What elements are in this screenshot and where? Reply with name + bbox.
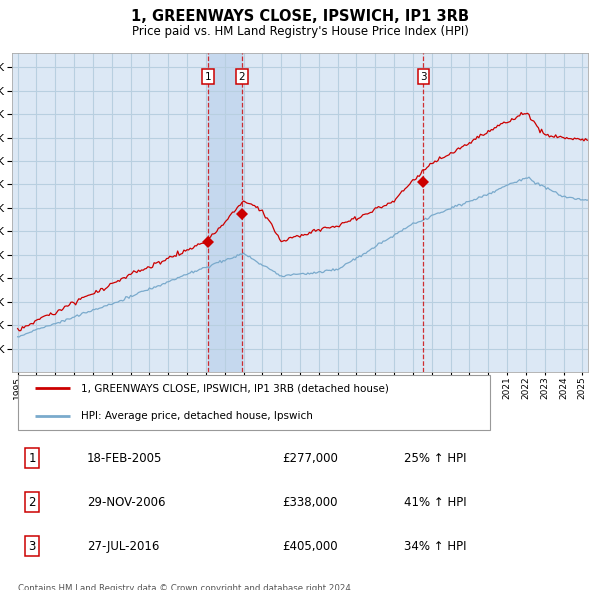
Text: £405,000: £405,000: [283, 539, 338, 552]
Text: 1, GREENWAYS CLOSE, IPSWICH, IP1 3RB: 1, GREENWAYS CLOSE, IPSWICH, IP1 3RB: [131, 9, 469, 24]
Text: Contains HM Land Registry data © Crown copyright and database right 2024.: Contains HM Land Registry data © Crown c…: [18, 584, 353, 590]
Text: 1, GREENWAYS CLOSE, IPSWICH, IP1 3RB (detached house): 1, GREENWAYS CLOSE, IPSWICH, IP1 3RB (de…: [81, 384, 389, 394]
Text: 41% ↑ HPI: 41% ↑ HPI: [404, 496, 466, 509]
Text: 34% ↑ HPI: 34% ↑ HPI: [404, 539, 466, 552]
Text: HPI: Average price, detached house, Ipswich: HPI: Average price, detached house, Ipsw…: [81, 411, 313, 421]
Bar: [208, 53, 242, 372]
Text: 25% ↑ HPI: 25% ↑ HPI: [404, 452, 466, 465]
Text: 1: 1: [205, 71, 211, 81]
FancyBboxPatch shape: [18, 375, 490, 430]
Text: 1: 1: [28, 452, 36, 465]
Text: 3: 3: [420, 71, 427, 81]
Text: 18-FEB-2005: 18-FEB-2005: [87, 452, 162, 465]
Text: £338,000: £338,000: [283, 496, 338, 509]
Text: 2: 2: [239, 71, 245, 81]
Text: Price paid vs. HM Land Registry's House Price Index (HPI): Price paid vs. HM Land Registry's House …: [131, 25, 469, 38]
Text: 27-JUL-2016: 27-JUL-2016: [87, 539, 159, 552]
Text: 3: 3: [28, 539, 36, 552]
Text: 29-NOV-2006: 29-NOV-2006: [87, 496, 166, 509]
Text: 2: 2: [28, 496, 36, 509]
Text: £277,000: £277,000: [283, 452, 338, 465]
